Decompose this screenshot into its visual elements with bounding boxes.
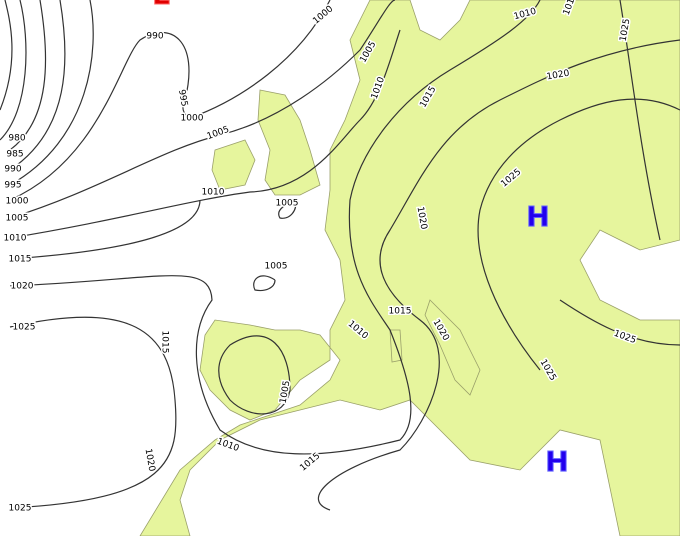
isobar-label: 1005	[6, 214, 29, 224]
isobar-label: 990	[4, 165, 21, 175]
isobar	[619, 0, 661, 241]
isobar-label: 1020	[11, 282, 34, 292]
isobar-label: 1005	[265, 262, 288, 272]
isobar-label: 1005	[276, 199, 299, 209]
isobar	[9, 0, 94, 186]
isobar	[9, 199, 201, 260]
isobar	[9, 0, 66, 171]
isobar	[317, 39, 680, 511]
isobar-label: 995	[4, 181, 21, 191]
isobar-label: 1015	[389, 307, 412, 317]
great-britain	[257, 89, 321, 196]
isobar	[9, 29, 401, 239]
isobar-label: 1015	[9, 255, 32, 265]
isobar-label: 990	[146, 32, 163, 42]
isobar-label: 1000	[6, 197, 29, 207]
isobar	[9, 0, 47, 151]
isobar-label: 1015	[160, 331, 170, 354]
low-pressure-centre: L	[152, 0, 170, 11]
italy	[424, 299, 481, 396]
isobar	[477, 98, 680, 371]
isobars	[0, 0, 680, 511]
high-pressure-centre: H	[545, 445, 568, 478]
isobar	[278, 199, 297, 219]
isobar-label: 1000	[181, 114, 204, 124]
isobar	[0, 0, 27, 141]
isobar	[9, 0, 396, 219]
isobar-label: 995	[176, 89, 189, 108]
isobar-label: 1020	[546, 69, 571, 83]
isobar	[9, 316, 177, 509]
isobar-label: 1025	[13, 323, 36, 333]
isobar	[0, 0, 13, 111]
isobar	[9, 0, 331, 201]
isobar-label: 985	[6, 150, 23, 160]
isobar-label: 980	[8, 134, 25, 144]
isobar	[218, 335, 291, 415]
ireland	[211, 139, 256, 191]
isobar	[9, 0, 541, 455]
high-pressure-centre: H	[526, 200, 549, 233]
isobar-label: 1025	[9, 504, 32, 514]
isobar-label: 1010	[202, 188, 225, 198]
isobar	[253, 275, 276, 292]
isobar-label: 1010	[4, 234, 27, 244]
continent	[139, 0, 680, 536]
isobar	[559, 299, 680, 346]
